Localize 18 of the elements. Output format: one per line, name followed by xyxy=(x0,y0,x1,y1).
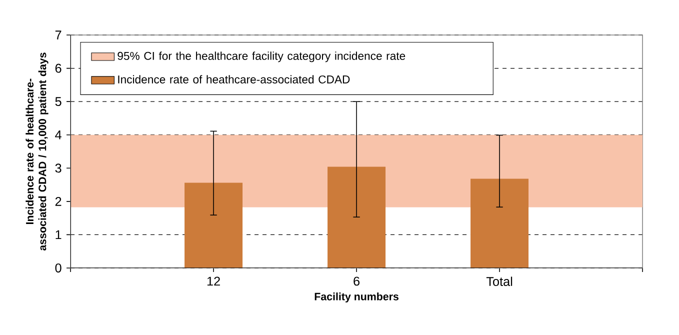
y-axis-title: Incidence rate of healthcare-associated CDAD / 10,000 patient days xyxy=(26,52,48,250)
x-tick-label: 6 xyxy=(354,276,360,286)
bar xyxy=(328,166,386,268)
bar xyxy=(470,178,529,268)
y-tick-label: 7 xyxy=(55,30,62,40)
x-tick-label: Total xyxy=(486,276,512,286)
y-tick-label: 6 xyxy=(55,64,62,73)
y-tick-label: 4 xyxy=(55,130,62,140)
legend-label: Incidence rate of heathcare-associated CDAD xyxy=(118,75,350,84)
x-axis-title: Facility numbers xyxy=(314,292,398,302)
x-tick-label: 12 xyxy=(207,276,220,286)
y-tick-label: 2 xyxy=(55,197,62,206)
legend-label: 95% CI for the healthcare facility category incidence rate xyxy=(118,52,406,62)
bar xyxy=(184,182,243,268)
y-tick-label: 3 xyxy=(55,164,62,173)
y-tick-label: 0 xyxy=(55,264,62,272)
y-tick-label: 5 xyxy=(55,97,62,106)
y-tick-label: 1 xyxy=(56,230,62,240)
